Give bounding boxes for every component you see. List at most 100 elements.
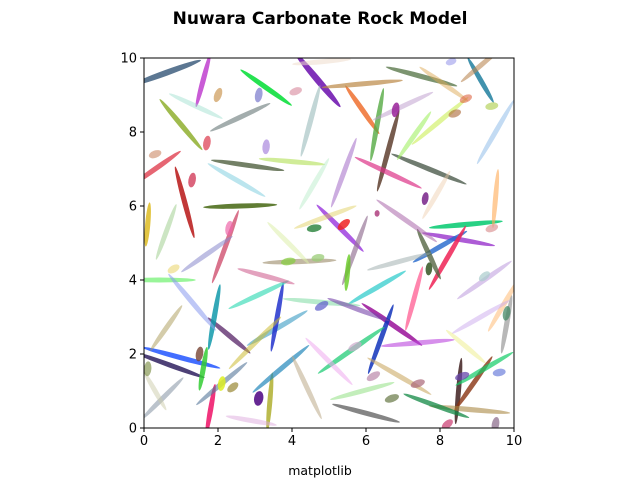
grain-mark-7 <box>370 88 385 162</box>
grain-mark-32 <box>144 352 205 378</box>
grain-mark-100 <box>459 94 472 104</box>
grain-mark-113 <box>410 379 425 388</box>
grain-mark-11 <box>174 166 195 239</box>
grain-mark-34 <box>205 383 216 428</box>
grain-mark-93 <box>374 210 380 217</box>
grain-mark-120 <box>195 346 204 362</box>
grain-mark-2 <box>195 58 211 108</box>
grain-mark-64 <box>210 102 271 132</box>
grain-mark-95 <box>425 262 433 276</box>
x-tick-label-1: 2 <box>214 434 222 449</box>
grain-mark-126 <box>445 58 457 66</box>
grain-mark-67 <box>155 204 177 260</box>
grain-mark-26 <box>405 266 424 331</box>
grain-mark-58 <box>291 355 322 420</box>
grain-mark-82 <box>168 93 223 119</box>
y-axis: 0 2 4 6 8 10 <box>120 52 144 437</box>
grain-mark-106 <box>254 87 263 103</box>
grain-mark-28 <box>207 284 221 350</box>
grain-mark-80 <box>330 382 395 400</box>
grain-mark-116 <box>384 394 399 403</box>
grain-mark-122 <box>502 305 511 321</box>
x-tick-label-5: 10 <box>506 434 523 449</box>
grain-mark-90 <box>292 58 352 66</box>
grain-mark-55 <box>330 137 357 208</box>
grain-mark-107 <box>262 139 270 155</box>
grain-mark-109 <box>280 257 296 266</box>
grain-mark-25 <box>367 304 394 374</box>
grain-mark-88 <box>299 158 330 210</box>
grain-mark-54 <box>411 97 469 145</box>
y-tick-label-2: 4 <box>129 274 137 289</box>
grain-mark-98 <box>391 102 400 118</box>
grain-mark-105 <box>213 87 223 103</box>
grain-mark-6 <box>345 85 380 135</box>
grain-mark-89 <box>460 58 501 83</box>
grain-mark-35 <box>266 372 274 428</box>
grain-mark-14 <box>391 153 467 185</box>
grain-mark-23 <box>348 270 406 305</box>
grain-mark-12 <box>203 203 278 209</box>
grain-mark-104 <box>188 172 196 188</box>
grain-mark-121 <box>144 361 152 377</box>
grain-mark-127 <box>167 264 180 274</box>
grain-mark-114 <box>455 371 470 381</box>
grain-mark-15 <box>354 156 422 189</box>
grain-mark-65 <box>181 235 233 273</box>
grain-mark-38 <box>332 403 400 423</box>
grain-mark-24 <box>361 303 423 346</box>
grain-mark-13 <box>210 159 285 172</box>
grain-mark-43 <box>403 393 470 419</box>
grain-mark-41 <box>455 352 514 386</box>
grain-mark-85 <box>144 377 184 420</box>
grain-mark-77 <box>207 163 266 197</box>
grain-mark-46 <box>300 85 321 157</box>
grain-mark-47 <box>258 157 326 166</box>
grain-mark-79 <box>150 305 183 351</box>
grain-mark-63 <box>305 337 353 386</box>
grain-mark-51 <box>144 277 196 283</box>
grain-mark-0 <box>295 58 341 108</box>
x-tick-label-0: 0 <box>140 434 148 449</box>
grain-mark-48 <box>321 79 403 89</box>
grain-mark-81 <box>267 221 310 265</box>
grain-mark-17 <box>429 220 503 229</box>
grain-mark-128 <box>492 368 506 377</box>
grain-mark-108 <box>225 220 233 236</box>
y-tick-label-3: 6 <box>129 200 137 215</box>
y-tick-label-5: 10 <box>120 52 137 67</box>
grain-mark-112 <box>366 371 381 382</box>
grain-mark-125 <box>485 224 499 233</box>
grain-mark-119 <box>253 391 264 406</box>
grain-mark-97 <box>306 224 322 233</box>
x-tick-label-2: 4 <box>288 434 296 449</box>
grain-mark-72 <box>237 268 295 285</box>
grain-mark-96 <box>337 218 350 231</box>
grain-mark-110 <box>314 301 329 311</box>
grain-mark-92 <box>225 415 277 426</box>
grain-mark-33 <box>198 346 208 391</box>
grain-mark-78 <box>367 252 432 271</box>
chart-title: Nuwara Carbonate Rock Model <box>173 9 468 29</box>
grain-mark-9 <box>159 99 203 151</box>
x-tick-label-3: 6 <box>362 434 370 449</box>
grain-mark-117 <box>227 382 239 393</box>
x-tick-label-4: 8 <box>436 434 444 449</box>
grain-mark-75 <box>419 66 468 102</box>
grain-mark-60 <box>168 273 216 331</box>
grain-mark-123 <box>311 253 325 262</box>
grain-mark-118 <box>217 376 226 391</box>
grain-mark-124 <box>478 271 490 282</box>
grain-mark-42 <box>429 405 511 414</box>
grain-mark-71 <box>293 205 357 229</box>
marks-layer <box>144 58 514 428</box>
axes-frame <box>143 57 515 429</box>
grain-mark-99 <box>448 109 462 118</box>
grain-mark-69 <box>144 202 151 247</box>
grain-mark-31 <box>144 346 221 369</box>
grain-mark-87 <box>396 111 432 160</box>
x-axis: 0 2 4 6 8 10 <box>140 428 522 449</box>
y-tick-label-4: 8 <box>129 126 137 141</box>
grain-mark-129 <box>441 419 453 428</box>
